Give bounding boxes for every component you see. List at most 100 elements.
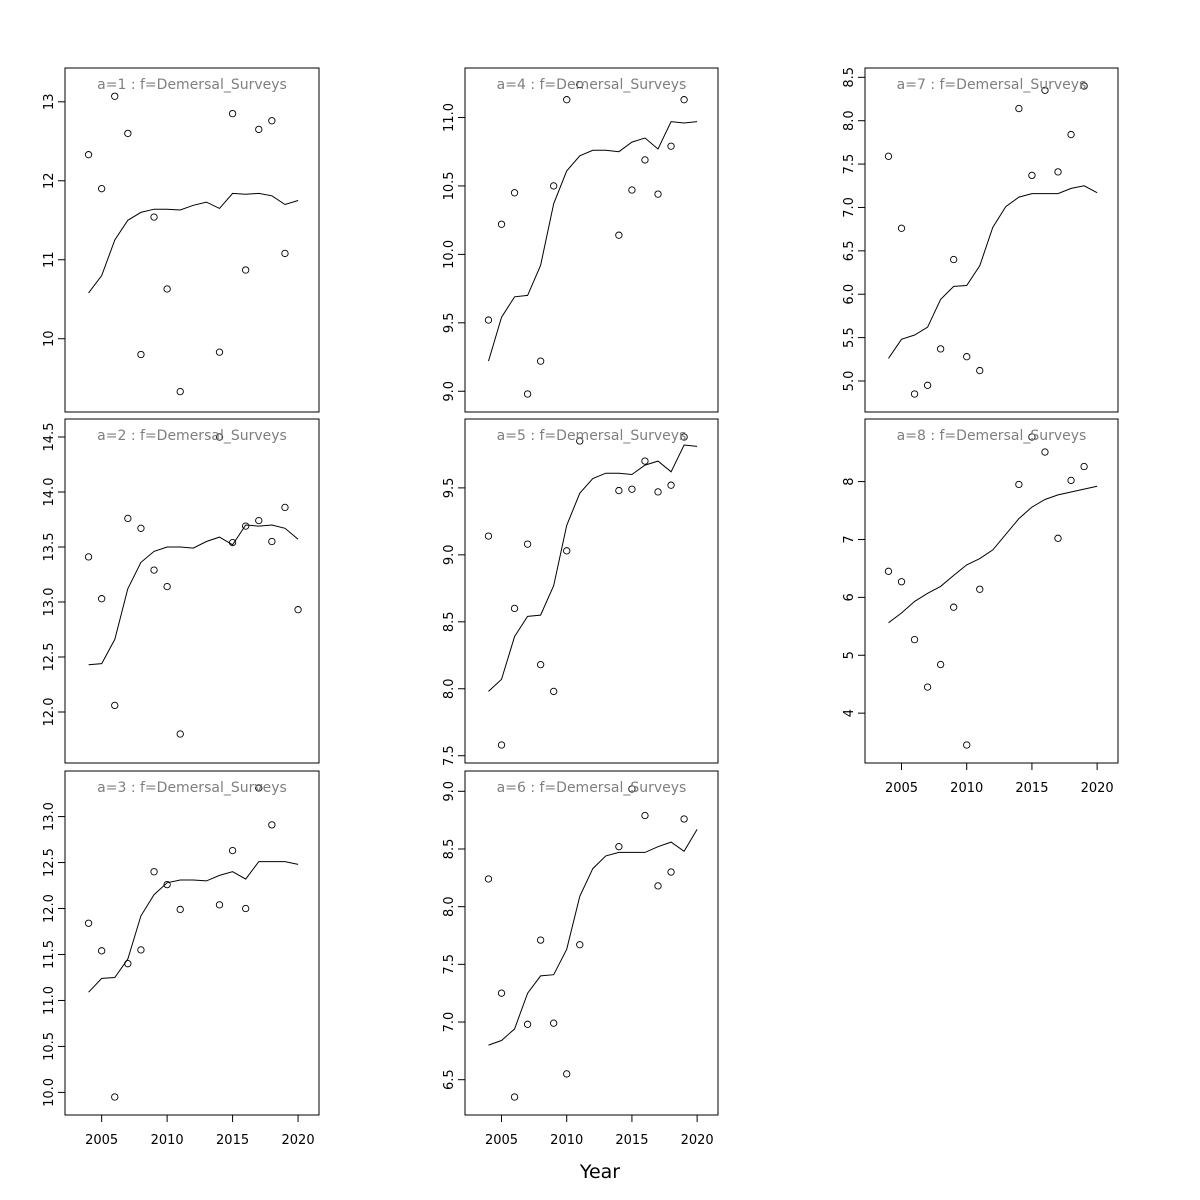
data-point <box>124 960 132 968</box>
data-point <box>563 547 571 555</box>
data-point <box>484 532 493 540</box>
y-tick-label: 8.0 <box>442 678 457 699</box>
panel-title: a=2 : f=Demersal_Surveys <box>97 428 287 444</box>
y-tick-label: 9.0 <box>442 544 457 565</box>
data-point <box>615 843 623 851</box>
y-tick-label: 6.0 <box>842 284 857 305</box>
data-point <box>1080 82 1088 90</box>
data-point <box>923 381 932 389</box>
data-point <box>84 553 93 561</box>
panels: 10 11 12 13 a=1 : f=Demersal_Surveys 12.0 12.5… <box>42 67 1119 1148</box>
y-tick-label: 6 <box>842 593 857 601</box>
y-tick-label: 13.5 <box>42 533 57 562</box>
data-point <box>654 488 662 496</box>
data-point <box>510 604 519 613</box>
data-point <box>242 904 250 913</box>
y-tick-label: 7.5 <box>442 954 457 975</box>
data-point <box>563 96 571 104</box>
data-point <box>242 522 250 530</box>
y-tick-label: 9.0 <box>442 381 457 402</box>
data-point <box>1054 168 1062 176</box>
data-point <box>536 661 545 669</box>
data-point <box>576 941 584 949</box>
y-tick-label: 10.0 <box>442 240 457 269</box>
y-tick-label: 7.5 <box>842 154 857 175</box>
y-tick-label: 11.5 <box>42 940 57 969</box>
data-point <box>884 567 893 575</box>
fit-line <box>488 121 698 362</box>
data-point <box>150 566 158 574</box>
plot-frame <box>64 418 320 764</box>
data-point <box>510 189 519 197</box>
y-tick-label: 13.0 <box>42 802 57 831</box>
data-point <box>680 433 688 441</box>
data-point <box>667 481 675 489</box>
x-tick-label: 2015 <box>615 1133 648 1148</box>
data-point <box>98 595 106 603</box>
x-tick-label: 2010 <box>950 781 983 796</box>
x-tick-label: 2010 <box>550 1133 583 1148</box>
data-point <box>228 109 237 118</box>
data-point <box>281 503 289 512</box>
data-point <box>98 947 106 955</box>
data-point <box>523 390 532 398</box>
panel-title: a=5 : f=Demersal_Surveys <box>497 428 687 444</box>
data-point <box>976 366 984 375</box>
panel-title: a=3 : f=Demersal_Surveys <box>97 780 287 796</box>
y-tick-label: 8.5 <box>842 67 857 88</box>
data-point <box>1067 476 1075 485</box>
data-point <box>228 846 237 855</box>
data-point <box>1041 448 1049 456</box>
y-tick-label: 7.5 <box>442 745 457 766</box>
data-point <box>150 213 158 221</box>
y-tick-label: 14.5 <box>42 423 57 452</box>
panel-title: a=7 : f=Demersal_Surveys <box>897 77 1087 93</box>
x-tick-label: 2010 <box>151 1133 184 1148</box>
data-point <box>98 185 106 193</box>
y-tick-label: 8.5 <box>442 839 457 860</box>
data-point <box>163 582 171 591</box>
data-point <box>550 182 558 190</box>
y-tick-label: 7.0 <box>842 197 857 218</box>
data-point <box>137 524 145 532</box>
data-point <box>641 811 649 820</box>
y-tick-label: 10.5 <box>442 171 457 200</box>
y-tick-label: 10.5 <box>42 1032 57 1061</box>
plot-frame <box>464 418 719 764</box>
data-point <box>936 345 945 353</box>
data-point <box>215 433 224 441</box>
data-point <box>268 537 276 546</box>
data-point <box>536 936 545 944</box>
plot-frame <box>64 770 320 1116</box>
data-point <box>150 868 158 876</box>
data-point <box>641 457 649 465</box>
data-point <box>667 142 675 150</box>
panel-5: 7.5 8.0 8.5 9.0 9.5 a=5 : f=Demersal_Surveys <box>442 418 719 766</box>
data-point <box>294 606 302 614</box>
fit-line <box>888 185 1098 359</box>
data-point <box>1015 104 1023 113</box>
y-tick-label: 9.0 <box>442 781 457 802</box>
data-point <box>550 1019 558 1027</box>
fit-line <box>888 485 1098 624</box>
data-point <box>84 151 93 159</box>
y-tick-label: 11.0 <box>42 986 57 1015</box>
data-point <box>484 875 493 883</box>
y-tick-label: 12 <box>42 172 57 189</box>
data-point <box>1028 433 1036 441</box>
y-tick-label: 5 <box>842 651 857 659</box>
x-tick-label: 2020 <box>1081 781 1114 796</box>
data-point <box>1080 462 1088 471</box>
y-tick-label: 8.0 <box>442 896 457 917</box>
data-point <box>615 231 623 239</box>
data-point <box>268 117 276 125</box>
data-point <box>124 514 132 523</box>
data-point <box>628 785 636 793</box>
panel-4: 9.0 9.5 10.0 10.5 11.0 a=4 : f=Demersal_Surve… <box>442 67 719 413</box>
data-point <box>1015 480 1023 489</box>
data-point <box>137 946 145 954</box>
figure-x-axis-label: Year <box>579 1161 620 1183</box>
fit-line <box>488 829 698 1046</box>
data-point <box>228 538 237 547</box>
fit-line <box>88 524 299 666</box>
